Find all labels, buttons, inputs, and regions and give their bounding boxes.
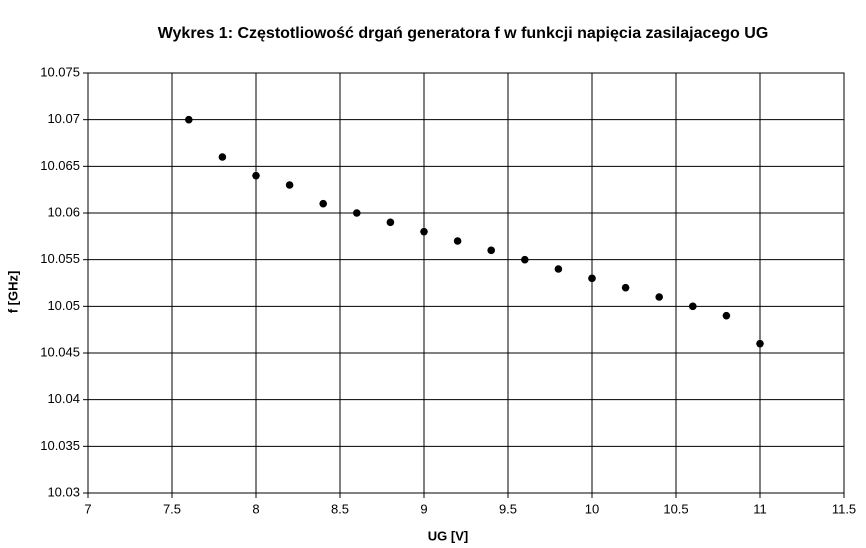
point xyxy=(386,218,395,227)
point xyxy=(487,246,496,255)
y-tick-label: 10.06 xyxy=(47,204,80,219)
y-tick-label: 10.05 xyxy=(47,298,80,313)
point xyxy=(353,209,361,217)
point xyxy=(319,199,328,208)
y-axis-label: f [GHz] xyxy=(5,271,20,314)
point xyxy=(756,339,764,348)
y-tick-label: 10.055 xyxy=(40,251,80,266)
plot-frame xyxy=(87,72,845,494)
x-tick-label: 11.5 xyxy=(832,501,856,516)
point xyxy=(218,153,227,161)
x-tick-label: 8 xyxy=(252,501,259,516)
point xyxy=(252,171,260,180)
y-tick-label: 10.03 xyxy=(47,484,80,499)
y-tick-label: 10.065 xyxy=(40,158,80,173)
x-tick-label: 7 xyxy=(84,501,91,516)
point xyxy=(722,311,731,320)
chart-title: Wykres 1: Częstotliowość drgań generator… xyxy=(158,25,769,42)
x-tick-label: 10.5 xyxy=(663,501,688,516)
point xyxy=(420,227,428,236)
x-tick-label: 9.5 xyxy=(499,501,517,516)
x-tick-label: 7.5 xyxy=(163,501,181,516)
x-axis-label: UG [V] xyxy=(428,528,468,543)
y-tick-label: 10.045 xyxy=(40,344,80,359)
point xyxy=(689,302,697,311)
point xyxy=(285,181,294,189)
point xyxy=(554,265,563,273)
x-tick-label: 10 xyxy=(585,501,599,516)
y-tick-label: 10.075 xyxy=(40,64,80,79)
point xyxy=(621,283,630,292)
point xyxy=(588,274,596,283)
x-tick-label: 8.5 xyxy=(331,501,349,516)
point xyxy=(185,115,193,124)
point xyxy=(453,237,462,245)
y-tick-label: 10.04 xyxy=(47,391,80,406)
y-tick-label: 10.07 xyxy=(47,111,80,126)
x-tick-label: 11 xyxy=(753,501,767,516)
point xyxy=(655,293,663,301)
point xyxy=(521,255,529,264)
x-tick-label: 9 xyxy=(420,501,427,516)
y-tick-label: 10.035 xyxy=(40,438,80,453)
